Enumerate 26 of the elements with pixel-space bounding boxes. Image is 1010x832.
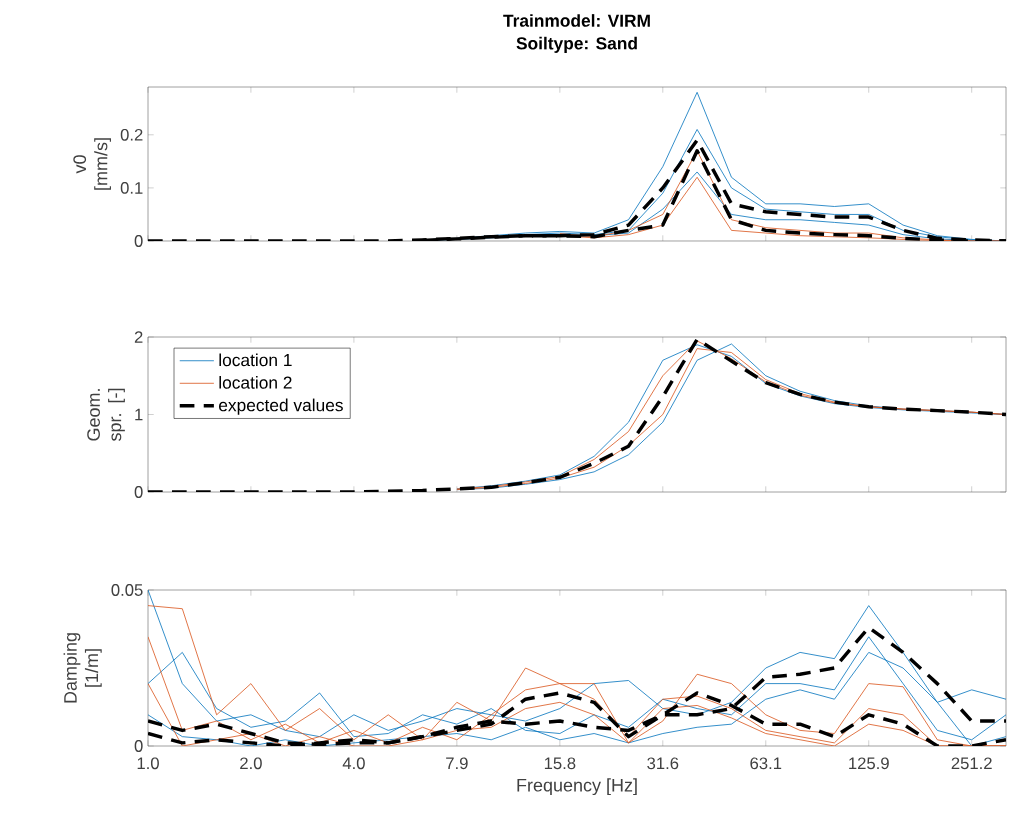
y-tick-label: 0 xyxy=(134,740,143,752)
x-tick-label: 15.8 xyxy=(544,757,576,770)
legend-label: location 2 xyxy=(219,376,292,389)
y-tick-label: 0 xyxy=(134,486,143,498)
y-tick-label: 1 xyxy=(135,408,143,421)
x-tick-label: 251.2 xyxy=(951,757,992,770)
y-axis-title: v0 [mm/s] xyxy=(73,138,111,190)
x-tick-label: 2.0 xyxy=(240,757,262,770)
legend-label: expected values xyxy=(219,398,343,415)
chart-subtitle: Soiltype: Sand xyxy=(516,36,637,53)
x-tick-label: 63.1 xyxy=(750,757,782,770)
legend-label: location 1 xyxy=(219,353,292,367)
x-axis-title: Frequency [Hz] xyxy=(517,778,637,796)
y-tick-label: 0.1 xyxy=(120,182,143,194)
x-tick-label: 7.9 xyxy=(446,757,468,770)
x-tick-label: 1.0 xyxy=(137,757,159,770)
y-tick-label: 0.2 xyxy=(120,128,143,141)
y-axis-title: Damping [1/m] xyxy=(63,633,102,703)
y-tick-label: 0.05 xyxy=(111,584,143,596)
y-tick-label: 0 xyxy=(134,235,143,247)
x-tick-label: 31.6 xyxy=(647,757,679,770)
y-tick-label: 2 xyxy=(134,331,143,343)
chart-title: Trainmodel: VIRM xyxy=(503,14,650,27)
y-axis-title: Geom. spr. [-] xyxy=(87,388,125,442)
x-tick-label: 125.9 xyxy=(849,757,889,770)
x-tick-label: 4.0 xyxy=(342,757,365,770)
